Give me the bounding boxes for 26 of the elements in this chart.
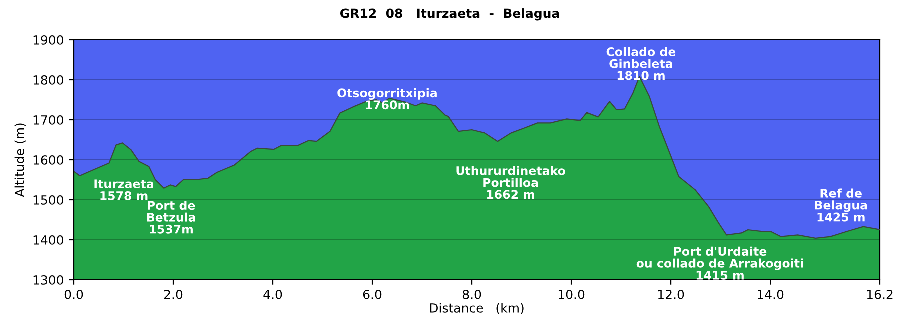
- annotation: Ref de Belagua 1425 m: [815, 188, 868, 222]
- y-axis-title: Altitude (m): [14, 124, 26, 198]
- y-tick-label: 1500: [34, 195, 64, 205]
- annotation: Port d'Urdaite ou collado de Arrakogoiti 1415 m: [636, 246, 804, 280]
- y-tick-label: 1700: [34, 115, 64, 125]
- x-tick-label: 16.2: [867, 290, 893, 300]
- y-tick-label: 1800: [34, 75, 64, 85]
- y-tick-label: 1300: [34, 275, 64, 285]
- x-tick-label: 12.0: [658, 290, 684, 300]
- x-tick-label: 14.0: [758, 290, 784, 300]
- x-tick-label: 4.0: [264, 290, 282, 300]
- x-tick-label: 10.0: [558, 290, 585, 300]
- x-tick-label: 0.0: [64, 290, 84, 300]
- x-tick-label: 8.0: [462, 290, 482, 300]
- x-tick-label: 6.0: [363, 290, 382, 300]
- y-tick-label: 1600: [34, 155, 64, 165]
- chart-title: GR12 08 Iturzaeta - Belagua: [340, 8, 560, 21]
- x-tick-label: 2.0: [164, 290, 183, 300]
- y-tick-label: 1900: [34, 35, 64, 45]
- y-tick-label: 1400: [34, 235, 64, 245]
- annotation: Iturzaeta 1578 m: [94, 180, 154, 200]
- annotation: Collado de Ginbeleta 1810 m: [606, 47, 676, 80]
- annotation: Otsogorritxipia 1760m: [338, 88, 437, 110]
- annotation: Uthururdinetako Portilloa 1662 m: [456, 166, 566, 200]
- annotation: Port de Betzula 1537m: [147, 200, 196, 234]
- x-axis-title: Distance (km): [430, 303, 524, 314]
